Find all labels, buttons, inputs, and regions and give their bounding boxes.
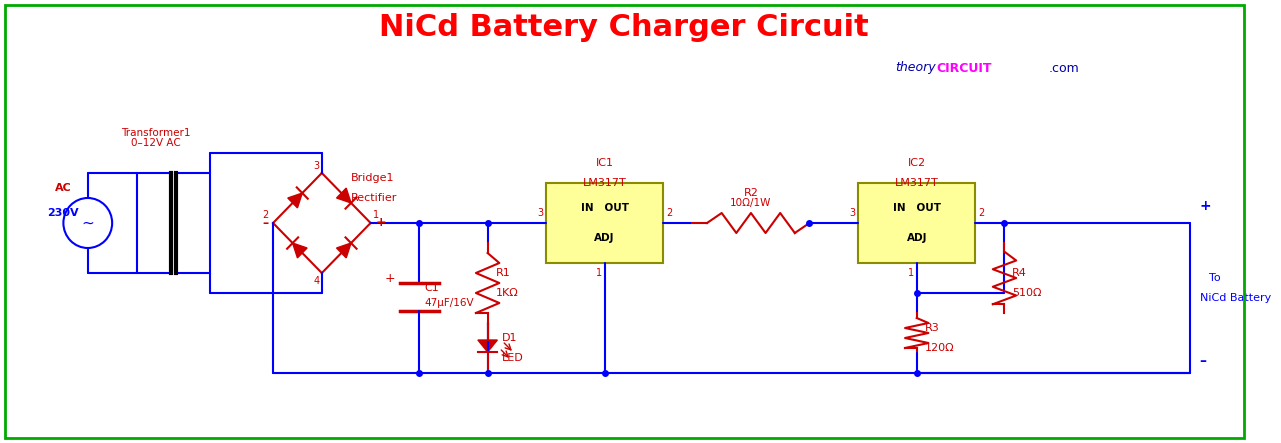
Text: 2: 2 xyxy=(261,210,268,220)
Text: 10Ω/1W: 10Ω/1W xyxy=(730,198,771,208)
FancyBboxPatch shape xyxy=(546,183,664,263)
Text: 0–12V AC: 0–12V AC xyxy=(131,138,181,148)
Text: ADJ: ADJ xyxy=(594,233,615,243)
Text: IC2: IC2 xyxy=(908,158,926,168)
Text: CIRCUIT: CIRCUIT xyxy=(936,62,991,74)
Text: IN   OUT: IN OUT xyxy=(580,203,629,213)
Text: +: + xyxy=(384,272,395,284)
Text: 2: 2 xyxy=(979,208,984,218)
Text: R3: R3 xyxy=(925,323,939,333)
Text: 1KΩ: 1KΩ xyxy=(496,288,519,298)
Text: 4: 4 xyxy=(314,276,320,286)
Text: 230V: 230V xyxy=(47,208,79,218)
Text: R2: R2 xyxy=(743,188,758,198)
Text: Bridge1: Bridge1 xyxy=(351,173,395,183)
Text: NiCd Battery: NiCd Battery xyxy=(1199,293,1271,303)
FancyBboxPatch shape xyxy=(858,183,975,263)
Text: 1: 1 xyxy=(596,268,602,278)
Text: 3: 3 xyxy=(849,208,856,218)
Text: NiCd Battery Charger Circuit: NiCd Battery Charger Circuit xyxy=(379,13,869,43)
Text: 3: 3 xyxy=(537,208,543,218)
Text: LED: LED xyxy=(502,353,524,363)
Text: 1: 1 xyxy=(908,268,913,278)
Text: AC: AC xyxy=(55,183,72,193)
Text: ADJ: ADJ xyxy=(907,233,927,243)
Text: 3: 3 xyxy=(314,161,320,171)
Text: +: + xyxy=(1199,199,1211,213)
Text: 510Ω: 510Ω xyxy=(1012,288,1041,298)
Polygon shape xyxy=(337,243,351,258)
Text: R4: R4 xyxy=(1012,268,1027,278)
Text: –: – xyxy=(263,217,268,229)
Text: IN   OUT: IN OUT xyxy=(893,203,940,213)
Text: LM317T: LM317T xyxy=(895,178,939,188)
Text: 47μF/16V: 47μF/16V xyxy=(424,298,474,308)
Bar xyxy=(137,173,170,273)
Text: R1: R1 xyxy=(496,268,510,278)
Polygon shape xyxy=(288,193,302,208)
Bar xyxy=(175,173,210,273)
Text: 1: 1 xyxy=(373,210,379,220)
Polygon shape xyxy=(478,340,497,352)
Text: IC1: IC1 xyxy=(596,158,614,168)
Text: LM317T: LM317T xyxy=(583,178,626,188)
Text: C1: C1 xyxy=(424,283,439,293)
Text: 2: 2 xyxy=(666,208,673,218)
Polygon shape xyxy=(337,188,351,203)
Text: .com: .com xyxy=(1048,62,1079,74)
Text: D1: D1 xyxy=(502,333,518,343)
Polygon shape xyxy=(292,243,307,258)
Text: 120Ω: 120Ω xyxy=(925,343,954,353)
Text: Transformer1: Transformer1 xyxy=(122,128,191,138)
Text: Rectifier: Rectifier xyxy=(351,193,397,203)
Text: ~: ~ xyxy=(82,215,94,230)
Text: +: + xyxy=(375,217,386,229)
Text: To: To xyxy=(1209,273,1221,283)
Text: theory: theory xyxy=(895,62,936,74)
Text: –: – xyxy=(1199,354,1207,368)
